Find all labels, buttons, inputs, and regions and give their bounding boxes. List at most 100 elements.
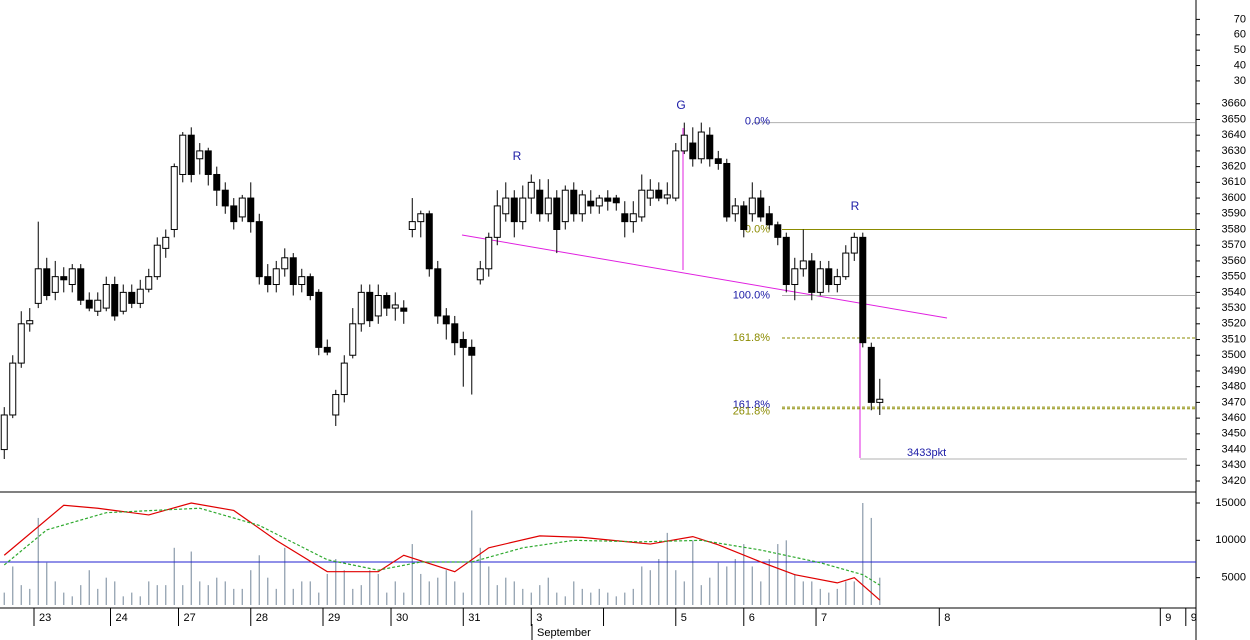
x-tick-label: 7 xyxy=(821,612,827,624)
candle-body xyxy=(349,323,357,356)
candle-body xyxy=(60,276,68,281)
candle-body xyxy=(187,134,195,175)
candle-body xyxy=(43,268,51,297)
candle-body xyxy=(213,173,221,191)
y-tick-label: 3630 xyxy=(1222,145,1246,157)
candle-body xyxy=(604,197,612,202)
candle-body xyxy=(264,276,272,286)
candle-body xyxy=(808,260,816,293)
x-tick-label: 9 xyxy=(1165,612,1171,624)
candle-body xyxy=(774,224,782,238)
candle-body xyxy=(536,189,544,215)
candle-body xyxy=(629,213,637,223)
candle-body xyxy=(485,236,493,270)
candle-body xyxy=(408,221,416,230)
candle-body xyxy=(697,131,705,160)
candle-body xyxy=(179,134,187,175)
candle-body xyxy=(621,213,629,223)
candle-body xyxy=(425,213,433,270)
candle-body xyxy=(238,197,246,218)
volume-tick-label: 15000 xyxy=(1215,497,1246,509)
candle-body xyxy=(850,236,858,254)
oscillator-line xyxy=(3,507,881,586)
y-tick-label: 3440 xyxy=(1222,443,1246,455)
candle-body xyxy=(782,236,790,286)
candle-body xyxy=(578,194,586,215)
candle-body xyxy=(26,320,34,325)
y-tick-label: 3480 xyxy=(1222,381,1246,393)
candle-body xyxy=(587,200,595,207)
candle-body xyxy=(340,362,348,396)
candle-body xyxy=(119,291,127,312)
candle-body xyxy=(77,268,85,301)
y-tick-label: 3540 xyxy=(1222,286,1246,298)
candle-body xyxy=(442,315,450,325)
candle-body xyxy=(51,276,59,293)
wave-label: G xyxy=(676,98,685,112)
candle-body xyxy=(867,346,875,403)
candle-body xyxy=(315,291,323,348)
y-tick-label: 3590 xyxy=(1222,208,1246,220)
candle-body xyxy=(417,213,425,223)
y-tick-label: 3420 xyxy=(1222,475,1246,487)
y2-tick-label: 60 xyxy=(1234,29,1246,41)
x-tick-label: 30 xyxy=(396,612,408,624)
month-label: September xyxy=(537,627,591,639)
y-tick-label: 3430 xyxy=(1222,459,1246,471)
candle-body xyxy=(383,295,391,309)
x-tick-label: 6 xyxy=(749,612,755,624)
candle-body xyxy=(476,268,484,281)
candle-body xyxy=(595,197,603,207)
candle-body xyxy=(85,299,93,309)
y-tick-label: 3620 xyxy=(1222,161,1246,173)
x-tick-label: 8 xyxy=(944,612,950,624)
candle-body xyxy=(230,205,238,223)
x-tick-label: 9 xyxy=(1191,612,1197,624)
y2-tick-label: 70 xyxy=(1234,13,1246,25)
candle-body xyxy=(842,252,850,278)
candle-body xyxy=(876,398,884,403)
fib-label: 261.8% xyxy=(733,406,771,418)
candle-body xyxy=(170,166,178,230)
candle-body xyxy=(502,197,510,215)
candle-body xyxy=(357,291,365,325)
candle-body xyxy=(306,276,314,297)
candle-body xyxy=(544,197,552,215)
candle-body xyxy=(663,194,671,199)
y-tick-label: 3460 xyxy=(1222,412,1246,424)
fib-label: 161.8% xyxy=(733,332,771,344)
candle-body xyxy=(17,323,25,364)
candle-body xyxy=(731,205,739,215)
candle-body xyxy=(323,346,331,353)
y-tick-label: 3660 xyxy=(1222,98,1246,110)
candle-body xyxy=(680,134,688,152)
candle-body xyxy=(646,189,654,199)
x-tick-label: 24 xyxy=(116,612,128,624)
candle-body xyxy=(816,268,824,293)
y-tick-label: 3530 xyxy=(1222,302,1246,314)
candle-body xyxy=(468,346,476,356)
candle-body xyxy=(332,394,340,416)
candle-body xyxy=(136,288,144,304)
y-tick-label: 3560 xyxy=(1222,255,1246,267)
x-tick-label: 23 xyxy=(39,612,51,624)
volume-tick-label: 10000 xyxy=(1215,534,1246,546)
volume-tick-label: 5000 xyxy=(1222,572,1246,584)
x-tick-label: 27 xyxy=(184,612,196,624)
y-tick-label: 3520 xyxy=(1222,318,1246,330)
candle-body xyxy=(527,181,535,199)
fib-label: 0.0% xyxy=(745,116,770,128)
fib-label: 161.8% xyxy=(733,399,771,411)
candle-body xyxy=(740,205,748,230)
candle-body xyxy=(34,268,42,304)
candle-body xyxy=(366,291,374,322)
x-tick-label: 28 xyxy=(256,612,268,624)
candle-body xyxy=(723,162,731,218)
candle-body xyxy=(298,276,306,286)
candle-body xyxy=(825,268,833,286)
candle-body xyxy=(272,268,280,286)
candle-body xyxy=(655,189,663,199)
candle-body xyxy=(94,299,102,312)
candle-body xyxy=(561,189,569,223)
y-tick-label: 3570 xyxy=(1222,239,1246,251)
